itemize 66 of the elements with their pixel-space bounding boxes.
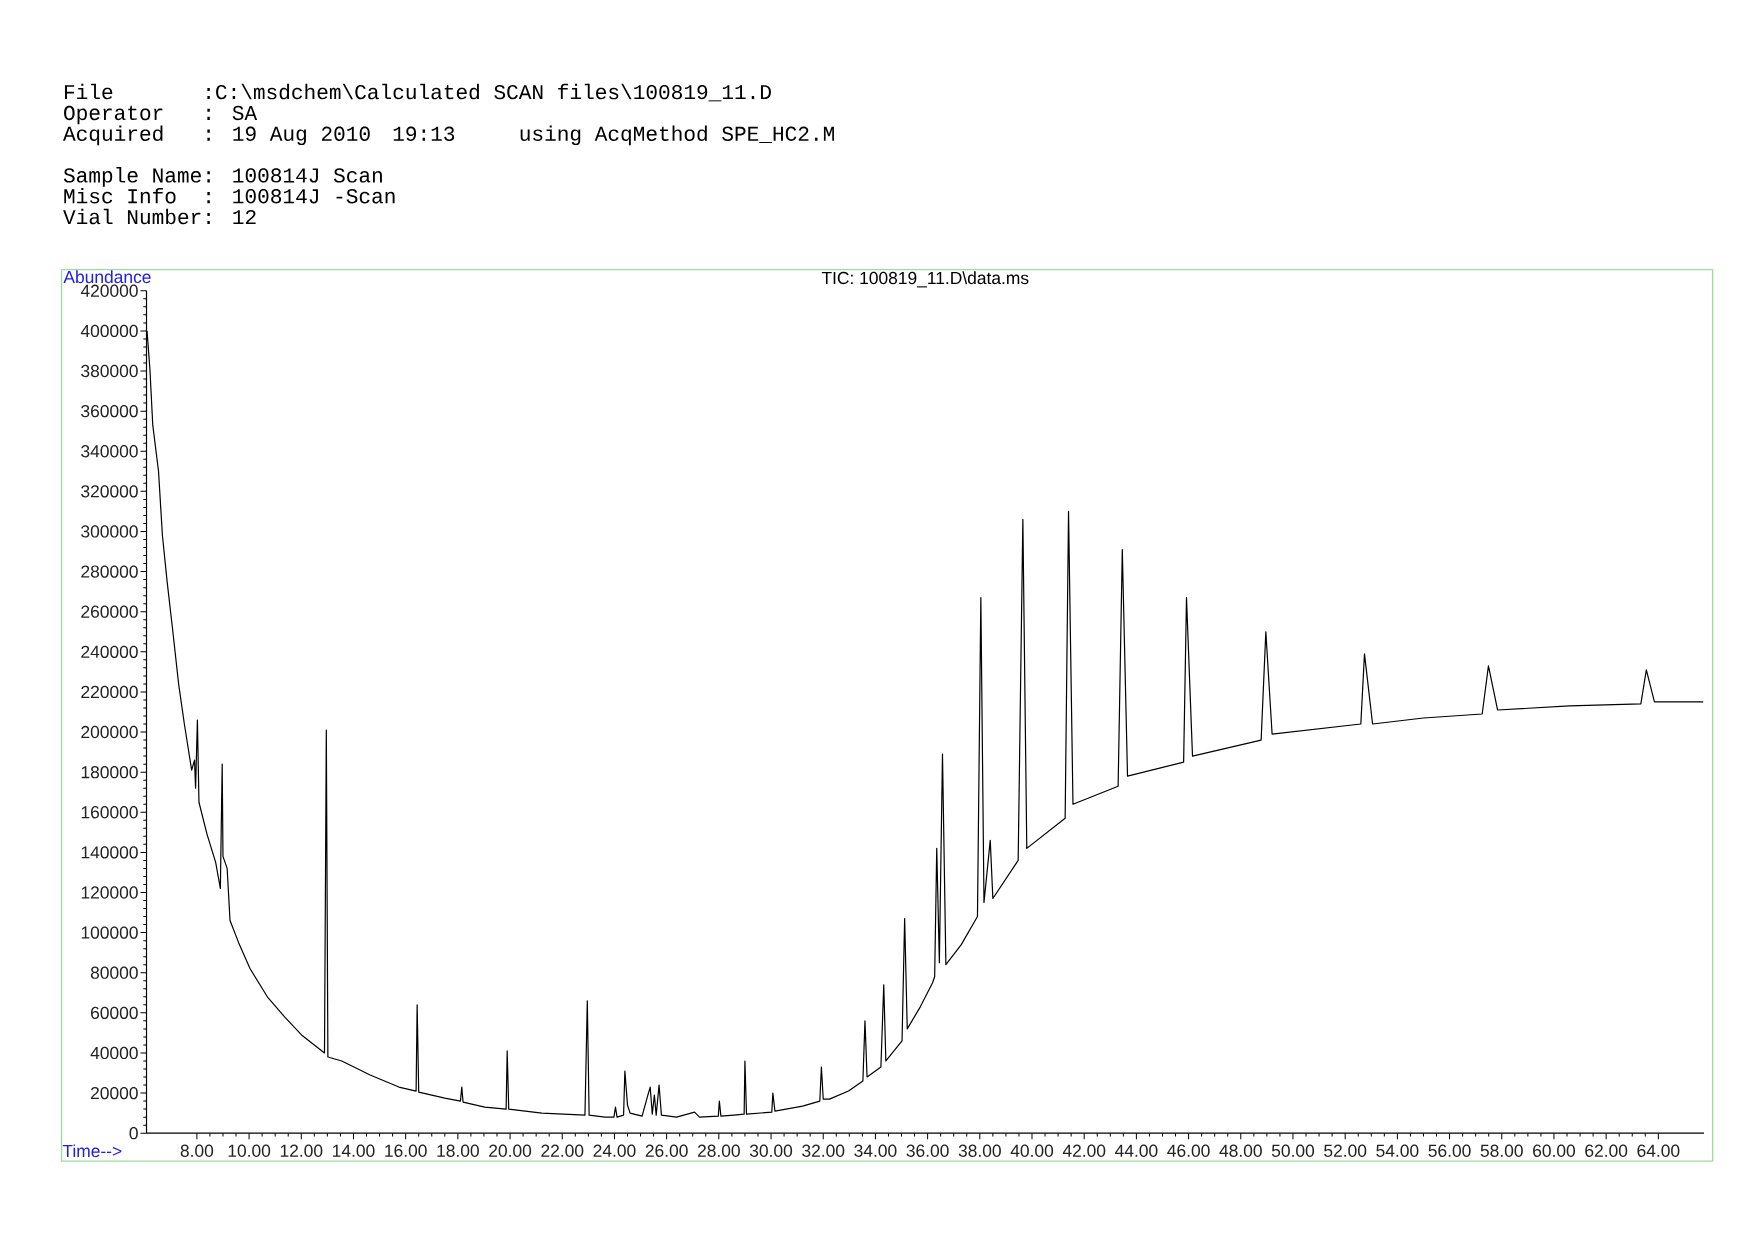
text: Misc Info (64, 187, 176, 204)
x-tick-label: 52.00 (1324, 1144, 1367, 1157)
text: 19:13 (393, 126, 455, 141)
text: using AcqMethod SPE_HC2.M (520, 125, 834, 146)
text: Acquired (63, 125, 163, 146)
y-tick-label: 240000 (81, 645, 138, 658)
y-tick-label: 0 (129, 1127, 138, 1140)
x-tick-label: 32.00 (802, 1144, 845, 1157)
x-tick-label: 34.00 (854, 1144, 897, 1157)
x-tick-label: 42.00 (1062, 1144, 1106, 1157)
y-tick-label: 60000 (91, 1006, 138, 1019)
x-tick-label: 38.00 (958, 1144, 1001, 1157)
x-tick-label: 20.00 (489, 1144, 532, 1157)
y-tick-label: 280000 (81, 565, 138, 578)
x-tick-label: 22.00 (541, 1144, 584, 1157)
y-tick-label: 40000 (90, 1046, 138, 1060)
text: Vial Number: 12 (63, 208, 256, 225)
x-tick-label: 14.00 (333, 1144, 375, 1157)
y-tick-label: 360000 (81, 404, 138, 418)
x-tick-label: 64.00 (1637, 1144, 1680, 1157)
y-tick-label: 200000 (81, 725, 138, 739)
x-axis-title: Time--> (62, 1144, 122, 1158)
y-tick-label: 400000 (80, 324, 138, 338)
x-tick-label: 58.00 (1480, 1144, 1523, 1157)
x-tick-label: 36.00 (906, 1144, 949, 1157)
text: : 19 Aug 2010 (207, 126, 370, 146)
y-tick-label: 300000 (81, 525, 138, 538)
y-tick-label: 20000 (91, 1086, 138, 1100)
y-axis-title: Abundance (63, 270, 151, 284)
y-tick-label: 80000 (90, 966, 138, 979)
x-tick-label: 50.00 (1271, 1144, 1315, 1157)
text: File (65, 83, 113, 100)
x-tick-label: 54.00 (1376, 1144, 1419, 1157)
y-tick-label: 160000 (81, 806, 138, 819)
chart-title: TIC: 100819_11.D\data.ms (821, 271, 1029, 288)
x-tick-label: 8.00 (180, 1144, 214, 1157)
y-tick-label: 260000 (81, 605, 138, 618)
y-tick-label: 340000 (81, 445, 138, 458)
text: Operator (64, 105, 163, 125)
y-tick-label: 420000 (80, 284, 138, 297)
text: Sample Name: 100814J Scan (63, 167, 382, 187)
text: : SA (207, 105, 258, 121)
text: :C:\msdchem\Calculated SCAN files\100819_11.D (207, 83, 771, 102)
x-tick-label: 46.00 (1167, 1144, 1210, 1157)
y-tick-label: 120000 (81, 886, 138, 899)
x-tick-label: 60.00 (1533, 1144, 1576, 1157)
x-tick-label: 44.00 (1115, 1144, 1158, 1157)
x-tick-label: 28.00 (697, 1144, 740, 1157)
y-tick-label: 180000 (81, 765, 138, 779)
y-tick-label: 140000 (81, 846, 138, 859)
x-tick-label: 40.00 (1010, 1144, 1054, 1157)
x-tick-label: 10.00 (228, 1144, 271, 1157)
x-tick-label: 62.00 (1585, 1144, 1628, 1157)
x-tick-label: 16.00 (385, 1144, 427, 1157)
x-tick-label: 24.00 (593, 1144, 636, 1157)
x-tick-label: 30.00 (749, 1144, 793, 1157)
y-tick-label: 220000 (81, 685, 138, 699)
x-tick-label: 12.00 (280, 1144, 323, 1157)
x-tick-label: 48.00 (1219, 1144, 1262, 1157)
y-tick-label: 100000 (81, 926, 138, 939)
x-tick-label: 26.00 (645, 1144, 688, 1157)
y-tick-label: 320000 (81, 485, 138, 498)
x-tick-label: 56.00 (1428, 1144, 1471, 1157)
text: : 100814J -Scan (207, 189, 395, 204)
y-tick-label: 380000 (81, 364, 138, 378)
x-tick-label: 18.00 (437, 1144, 479, 1157)
